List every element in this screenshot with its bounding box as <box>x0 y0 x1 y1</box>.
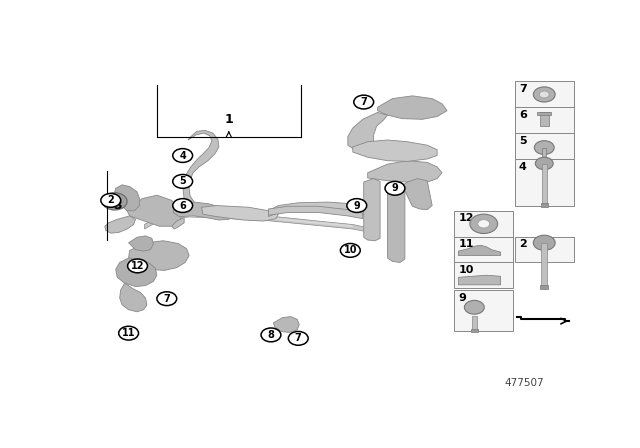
FancyBboxPatch shape <box>471 329 478 332</box>
Polygon shape <box>458 245 500 255</box>
FancyBboxPatch shape <box>515 107 573 133</box>
FancyBboxPatch shape <box>515 159 573 206</box>
Circle shape <box>535 157 553 170</box>
Circle shape <box>261 328 281 342</box>
Polygon shape <box>105 216 136 233</box>
Polygon shape <box>458 275 500 285</box>
Circle shape <box>173 198 193 212</box>
Polygon shape <box>273 317 300 332</box>
FancyBboxPatch shape <box>542 164 547 205</box>
Polygon shape <box>367 161 442 182</box>
Text: 1: 1 <box>225 113 233 126</box>
FancyBboxPatch shape <box>541 244 547 287</box>
Text: 12: 12 <box>458 214 474 224</box>
Circle shape <box>173 174 193 188</box>
Polygon shape <box>403 179 432 210</box>
Polygon shape <box>202 206 278 221</box>
Circle shape <box>534 141 554 155</box>
Text: 2: 2 <box>519 239 527 250</box>
Text: 7: 7 <box>295 333 301 343</box>
FancyBboxPatch shape <box>472 316 477 331</box>
Text: 2: 2 <box>108 195 114 205</box>
Text: 6: 6 <box>519 110 527 120</box>
FancyBboxPatch shape <box>454 211 513 237</box>
Text: 10: 10 <box>458 265 474 275</box>
Circle shape <box>465 301 484 314</box>
Polygon shape <box>388 182 405 263</box>
FancyBboxPatch shape <box>542 148 547 157</box>
Text: 9: 9 <box>458 293 467 303</box>
Text: 9: 9 <box>353 201 360 211</box>
Polygon shape <box>364 179 380 241</box>
Circle shape <box>340 244 360 257</box>
FancyBboxPatch shape <box>454 237 513 263</box>
FancyBboxPatch shape <box>515 133 573 159</box>
Text: 10: 10 <box>344 246 357 255</box>
Circle shape <box>385 181 405 195</box>
Circle shape <box>127 259 147 273</box>
Polygon shape <box>150 215 353 227</box>
Polygon shape <box>145 212 378 234</box>
Circle shape <box>470 214 498 233</box>
FancyBboxPatch shape <box>454 263 513 289</box>
Circle shape <box>108 197 122 206</box>
FancyBboxPatch shape <box>538 112 551 115</box>
Text: 8: 8 <box>268 330 275 340</box>
Polygon shape <box>129 241 189 271</box>
Circle shape <box>533 235 555 250</box>
Circle shape <box>173 149 193 163</box>
Polygon shape <box>172 218 184 229</box>
Text: 11: 11 <box>122 328 135 338</box>
Polygon shape <box>378 96 447 119</box>
Circle shape <box>102 193 127 210</box>
Circle shape <box>157 292 177 306</box>
Circle shape <box>101 194 121 207</box>
Text: 4: 4 <box>519 162 527 172</box>
Polygon shape <box>129 236 154 251</box>
FancyBboxPatch shape <box>515 237 573 263</box>
FancyBboxPatch shape <box>540 112 548 126</box>
Text: 11: 11 <box>458 239 474 250</box>
Circle shape <box>118 326 138 340</box>
Polygon shape <box>353 140 437 161</box>
FancyBboxPatch shape <box>454 290 513 332</box>
Text: 5: 5 <box>519 136 527 146</box>
Text: 4: 4 <box>179 151 186 160</box>
Polygon shape <box>116 258 157 287</box>
Polygon shape <box>183 130 219 211</box>
Text: 477507: 477507 <box>504 379 544 388</box>
Text: 7: 7 <box>519 84 527 94</box>
Polygon shape <box>269 206 363 219</box>
Text: 6: 6 <box>179 201 186 211</box>
Polygon shape <box>348 112 388 152</box>
FancyBboxPatch shape <box>540 285 548 289</box>
Polygon shape <box>173 202 234 220</box>
FancyBboxPatch shape <box>515 82 573 107</box>
Circle shape <box>478 220 490 228</box>
Text: 7: 7 <box>163 294 170 304</box>
Polygon shape <box>269 202 378 219</box>
Polygon shape <box>127 195 182 226</box>
Circle shape <box>347 198 367 212</box>
Text: 7: 7 <box>360 97 367 107</box>
Circle shape <box>288 332 308 345</box>
FancyBboxPatch shape <box>541 203 548 207</box>
Circle shape <box>112 199 118 203</box>
Text: 5: 5 <box>179 177 186 186</box>
Polygon shape <box>120 283 147 312</box>
Polygon shape <box>114 185 140 211</box>
Text: 9: 9 <box>392 183 398 193</box>
Circle shape <box>354 95 374 109</box>
Text: 12: 12 <box>131 261 144 271</box>
Text: 3: 3 <box>113 199 122 212</box>
Circle shape <box>540 91 549 98</box>
Circle shape <box>533 87 555 102</box>
